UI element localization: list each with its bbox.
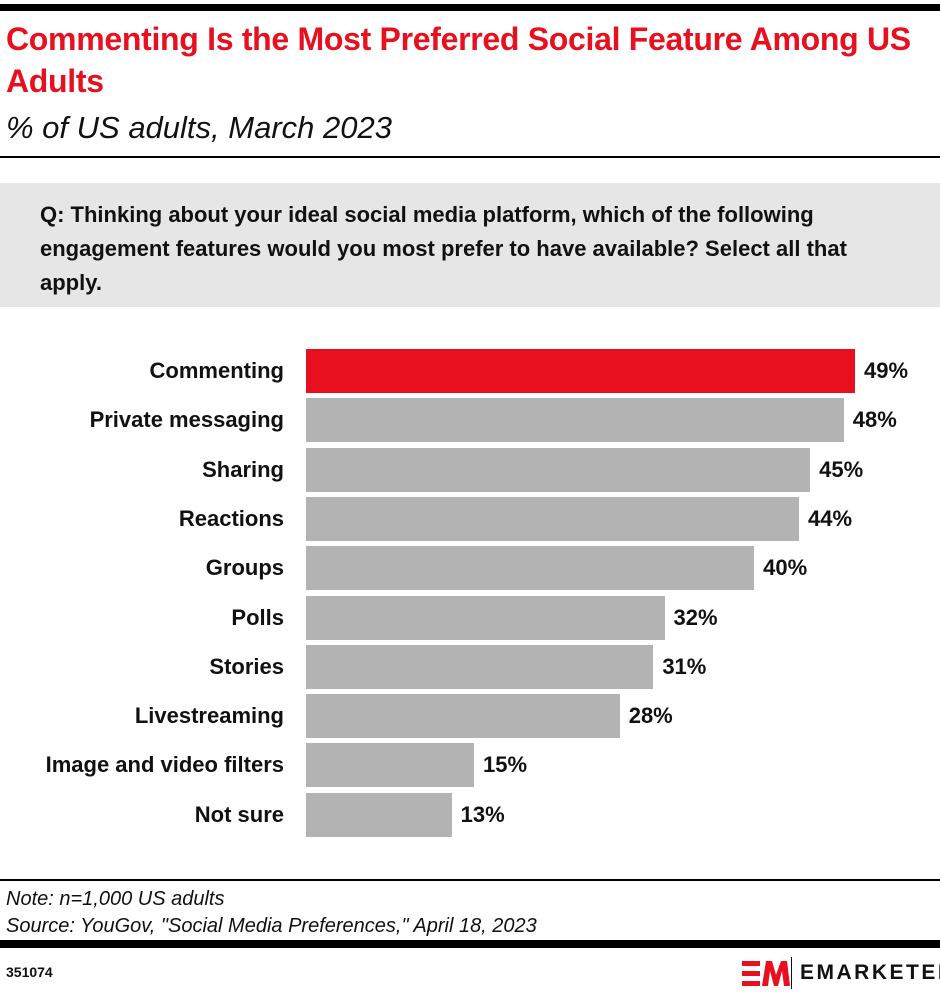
value-label: 13%	[460, 801, 505, 827]
category-label: Commenting	[149, 358, 284, 383]
brand-name: EMARKETER	[800, 961, 940, 984]
category-label: Private messaging	[89, 407, 284, 433]
value-label: 45%	[819, 456, 864, 482]
emarketer-logo: EMARKETER	[742, 956, 940, 990]
chart-title: Commenting Is the Most Preferred Social …	[6, 21, 911, 99]
top-rule	[0, 4, 940, 11]
value-label: 48%	[852, 407, 897, 433]
category-label: Not sure	[194, 801, 284, 827]
em-logo-icon	[742, 957, 792, 989]
bar-reactions	[306, 496, 799, 541]
value-label: 31%	[662, 653, 707, 679]
bar-private-messaging	[306, 398, 844, 443]
source: Source: YouGov, "Social Media Preference…	[6, 915, 537, 937]
category-label: Stories	[209, 653, 284, 679]
category-label: Groups	[205, 555, 284, 581]
chart-subtitle: % of US adults, March 2023	[6, 110, 392, 145]
bar-stories	[306, 644, 654, 689]
bar-not-sure	[306, 792, 452, 837]
bar-commenting	[306, 349, 855, 393]
divider	[0, 879, 940, 881]
chart-id: 351074	[6, 964, 53, 980]
bar-sharing	[306, 447, 811, 492]
bar-polls	[306, 595, 665, 640]
value-label: 32%	[673, 604, 718, 630]
value-label: 44%	[807, 505, 853, 531]
category-label: Sharing	[202, 456, 284, 482]
category-label: Livestreaming	[134, 703, 284, 729]
question-box: Q: Thinking about your ideal social medi…	[0, 183, 940, 307]
value-label: 15%	[483, 752, 528, 778]
value-label: 28%	[628, 703, 673, 729]
bar-image-and-video-filters	[306, 743, 475, 788]
note: Note: n=1,000 US adults	[6, 888, 225, 910]
bottom-rule	[0, 940, 940, 948]
value-label: 40%	[763, 555, 808, 581]
category-label: Image and video filters	[45, 752, 284, 778]
category-label: Reactions	[178, 505, 284, 531]
divider	[0, 156, 940, 158]
category-label: Polls	[231, 604, 284, 630]
bar-livestreaming	[306, 694, 620, 739]
bar-groups	[306, 546, 755, 591]
value-label: 49%	[864, 358, 909, 383]
